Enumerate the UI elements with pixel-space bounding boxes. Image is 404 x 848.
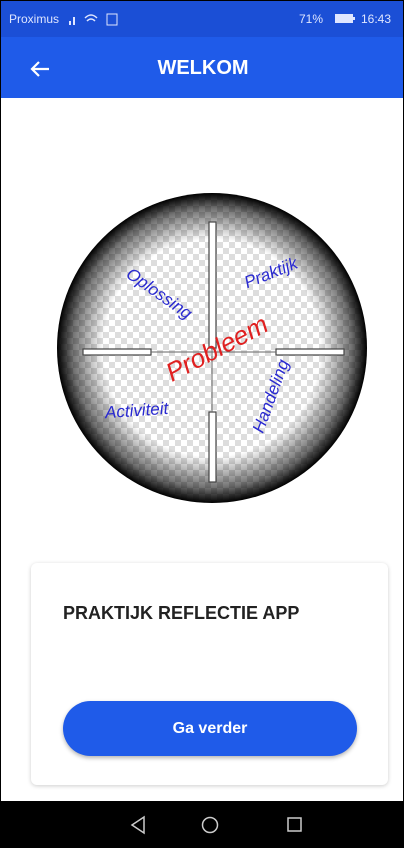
status-bar: Proximus 71% 16:43 bbox=[1, 1, 404, 37]
nav-bar bbox=[1, 801, 404, 848]
card-title: PRAKTIJK REFLECTIE APP bbox=[63, 603, 299, 624]
app-bar: WELKOM bbox=[1, 37, 404, 98]
app-title: WELKOM bbox=[1, 57, 404, 80]
continue-button[interactable]: Ga verder bbox=[63, 701, 357, 756]
battery-level: 71% bbox=[299, 12, 323, 26]
back-nav[interactable] bbox=[132, 817, 144, 833]
clock: 16:43 bbox=[361, 12, 391, 26]
home-nav[interactable] bbox=[203, 818, 218, 833]
nav-icons bbox=[1, 801, 404, 848]
logo: Oplossing Praktijk Probleem Activiteit H… bbox=[1, 98, 404, 558]
recents-nav[interactable] bbox=[288, 818, 301, 831]
carrier: Proximus bbox=[9, 12, 59, 26]
signal-icons bbox=[67, 11, 125, 27]
battery-icon bbox=[335, 14, 357, 24]
screen: Proximus 71% 16:43 WELKOM bbox=[0, 0, 404, 848]
card: PRAKTIJK REFLECTIE APP Ga verder bbox=[31, 563, 388, 785]
